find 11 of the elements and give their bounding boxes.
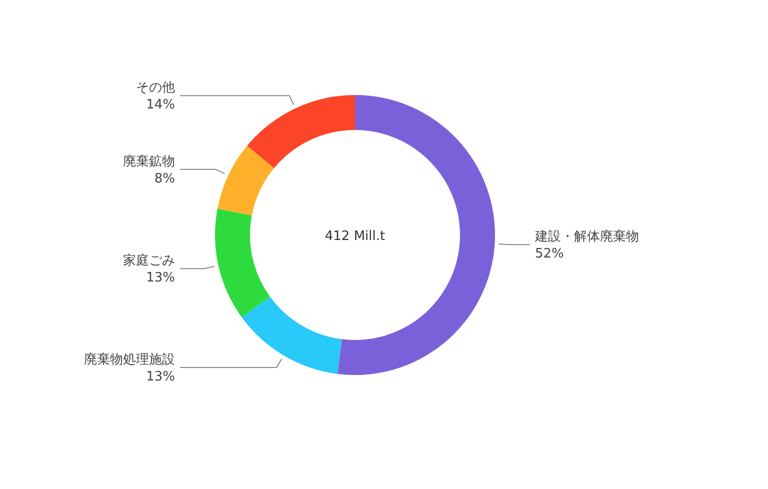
data-label: 13% [146, 370, 175, 385]
data-label: 52% [535, 246, 564, 262]
slice-label: 廃棄物処理施設 [84, 352, 175, 368]
slice-label: 廃棄鉱物 [123, 153, 175, 170]
slice-label: 建設・解体廃棄物 [534, 228, 639, 245]
slice-label: 家庭ごみ [123, 252, 175, 269]
data-label: 8% [154, 171, 175, 186]
data-label: 13% [146, 270, 175, 286]
data-label: 14% [146, 98, 175, 113]
text: 412 Mill.t [324, 229, 386, 244]
slice-label: その他 [136, 80, 175, 96]
